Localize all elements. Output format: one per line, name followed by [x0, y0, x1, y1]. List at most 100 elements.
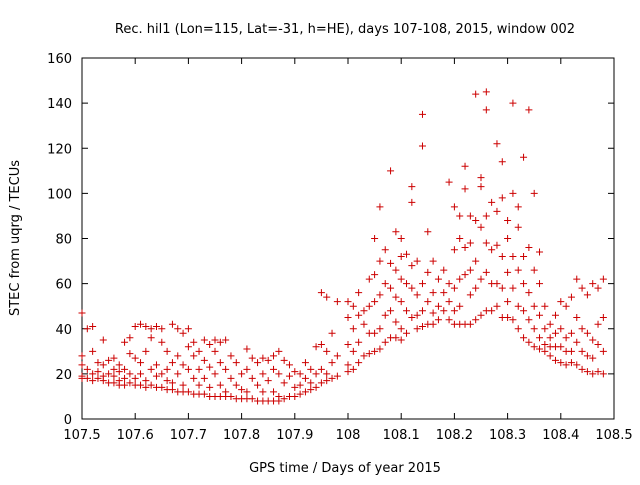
data-point — [450, 307, 458, 315]
data-point — [440, 289, 448, 297]
data-point — [206, 363, 214, 371]
data-point — [397, 235, 405, 242]
data-point — [232, 381, 240, 389]
data-point — [89, 322, 97, 330]
data-point — [323, 347, 331, 355]
data-point — [551, 356, 559, 364]
data-point — [536, 334, 544, 342]
data-point — [536, 311, 544, 319]
data-point — [126, 350, 134, 358]
data-point — [174, 352, 182, 360]
data-point — [589, 370, 597, 378]
data-point — [121, 374, 129, 382]
data-point — [179, 381, 187, 389]
data-point — [275, 370, 283, 378]
data-point — [376, 257, 384, 265]
data-point — [349, 347, 357, 355]
data-point — [147, 381, 155, 389]
x-tick-label: 107.6 — [117, 428, 154, 443]
data-point — [200, 336, 208, 344]
data-point — [488, 307, 496, 315]
data-point — [525, 289, 533, 297]
data-point — [541, 302, 549, 310]
data-point — [418, 110, 426, 118]
x-tick-label: 108.1 — [383, 428, 420, 443]
data-point — [158, 338, 166, 346]
data-point — [466, 266, 474, 274]
data-point — [142, 383, 150, 391]
data-point — [317, 379, 325, 387]
data-point — [184, 365, 192, 373]
data-point — [477, 174, 485, 182]
data-point — [158, 383, 166, 391]
data-point — [333, 298, 341, 306]
data-point — [530, 266, 538, 274]
data-point — [349, 325, 357, 333]
data-point — [270, 365, 278, 373]
data-point — [94, 374, 102, 382]
data-point — [387, 307, 395, 315]
data-point — [83, 374, 91, 382]
data-point — [376, 345, 384, 353]
data-point — [94, 359, 102, 367]
data-point — [429, 320, 437, 328]
data-point — [243, 388, 251, 396]
data-point — [466, 212, 474, 220]
data-point — [445, 316, 453, 324]
data-point — [472, 216, 480, 224]
data-point — [222, 336, 230, 344]
data-point — [408, 198, 416, 206]
data-point — [200, 356, 208, 364]
data-point — [142, 322, 150, 330]
data-point — [264, 377, 272, 385]
data-point — [498, 158, 506, 166]
data-point — [567, 359, 575, 367]
data-point — [573, 361, 581, 369]
data-point — [291, 392, 299, 400]
data-point — [578, 284, 586, 292]
data-point — [312, 343, 320, 351]
data-point — [429, 257, 437, 265]
data-point — [168, 386, 176, 394]
data-point — [115, 361, 123, 369]
data-point — [270, 388, 278, 396]
data-point — [573, 275, 581, 283]
data-point — [589, 336, 597, 344]
data-point — [461, 162, 469, 170]
data-point — [131, 374, 139, 382]
data-point — [557, 359, 565, 367]
data-point — [99, 361, 107, 369]
data-point — [371, 235, 379, 242]
data-point — [200, 374, 208, 382]
data-point — [392, 228, 400, 236]
data-point — [312, 370, 320, 378]
data-point — [482, 268, 490, 276]
x-tick-label: 108 — [336, 428, 361, 443]
data-point — [477, 275, 485, 283]
data-point — [280, 379, 288, 387]
data-point — [216, 359, 224, 367]
data-point — [344, 341, 352, 349]
data-point — [270, 352, 278, 360]
data-point — [413, 291, 421, 299]
data-point — [83, 365, 91, 373]
data-point — [472, 316, 480, 324]
data-point — [403, 307, 411, 315]
data-point — [482, 88, 490, 96]
data-point — [147, 334, 155, 342]
x-axis: 107.5 107.6 107.7 107.8 107.9 108 108.1 108.2 10… — [63, 58, 633, 443]
data-point — [355, 311, 363, 319]
data-point — [371, 298, 379, 306]
data-point — [285, 372, 293, 380]
data-point — [184, 343, 192, 351]
y-tick-label: 140 — [47, 97, 72, 112]
data-point — [296, 370, 304, 378]
data-point — [296, 390, 304, 398]
data-point — [589, 280, 597, 288]
data-point — [360, 352, 368, 360]
data-point — [434, 302, 442, 310]
data-point — [472, 284, 480, 292]
data-point — [328, 329, 336, 337]
data-point — [264, 356, 272, 364]
data-point — [488, 246, 496, 254]
